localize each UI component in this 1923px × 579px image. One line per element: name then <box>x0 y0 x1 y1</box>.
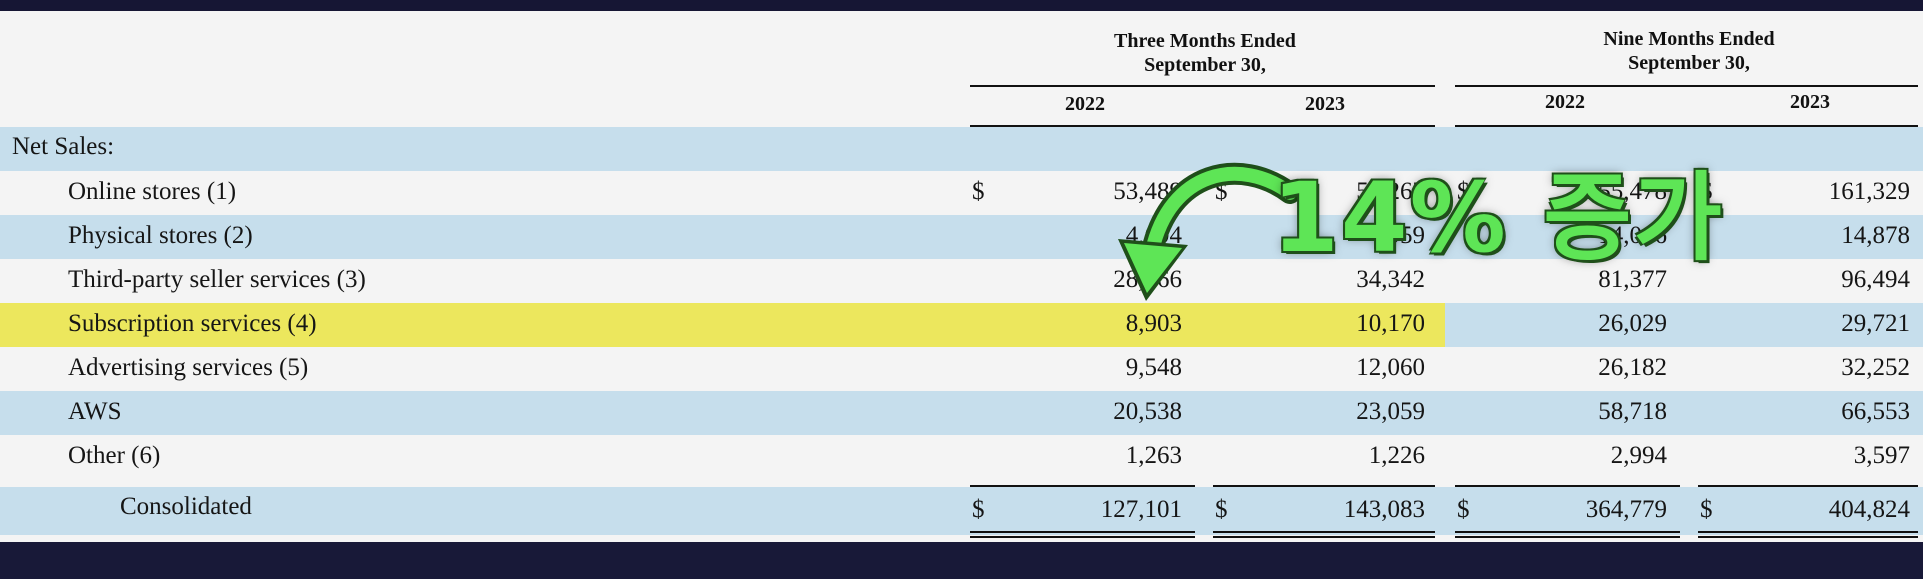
financial-table: Three Months Ended September 30, Nine Mo… <box>0 11 1923 542</box>
row-label: Physical stores (2) <box>68 222 253 249</box>
currency-symbol: $ <box>1457 496 1470 523</box>
total-double-rule <box>1698 531 1918 533</box>
cell-value: 57,267 <box>1356 178 1425 205</box>
currency-symbol: $ <box>972 178 985 205</box>
row-label: AWS <box>68 398 122 425</box>
cell-value: 32,252 <box>1841 354 1910 381</box>
currency-symbol: $ <box>1700 496 1713 523</box>
table-row: AWS 20,538 23,059 58,718 66,553 <box>0 391 1923 435</box>
subtotal-rule <box>1698 485 1918 487</box>
cell-value: 81,377 <box>1598 266 1667 293</box>
cell-value: 14,878 <box>1841 222 1910 249</box>
currency-symbol: $ <box>1457 178 1470 205</box>
subtotal-rule <box>970 485 1195 487</box>
highlight-marker <box>0 303 1445 347</box>
growth-annotation: 14% 증가 <box>1272 162 1724 274</box>
header-three-months-line2: September 30, <box>1144 54 1266 76</box>
cell-value: 58,718 <box>1598 398 1667 425</box>
cell-value: 1,263 <box>1125 442 1182 469</box>
table-row-total: Consolidated $ 127,101 $ 143,083 $ 364,7… <box>0 487 1923 535</box>
year-col-4: 2023 <box>1790 91 1830 113</box>
cell-value: 34,342 <box>1356 266 1425 293</box>
row-label: Other (6) <box>68 442 161 469</box>
currency-symbol: $ <box>1215 496 1228 523</box>
cell-value: 9,548 <box>1125 354 1182 381</box>
cell-value: 23,059 <box>1356 398 1425 425</box>
header-nine-months-line2: September 30, <box>1628 52 1750 74</box>
year-col-1: 2022 <box>1065 93 1105 115</box>
cell-value: 404,824 <box>1828 496 1910 523</box>
subtotal-rule <box>1455 485 1680 487</box>
cell-value: 14,066 <box>1598 222 1667 249</box>
table-row: Other (6) 1,263 1,226 2,994 3,597 <box>0 435 1923 479</box>
row-label: Subscription services (4) <box>68 310 317 337</box>
currency-symbol: $ <box>1700 178 1713 205</box>
year-col-3: 2022 <box>1545 91 1585 113</box>
cell-value: 96,494 <box>1841 266 1910 293</box>
header-nine-months-line1: Nine Months Ended <box>1603 28 1775 50</box>
table-row: Physical stores (2) 4,694 4,959 14,066 1… <box>0 215 1923 259</box>
row-label: Third-party seller services (3) <box>68 266 366 293</box>
table-row-highlighted: Subscription services (4) 8,903 10,170 2… <box>0 303 1923 347</box>
total-double-rule <box>1455 531 1680 533</box>
total-double-rule <box>970 531 1195 533</box>
curved-arrow-icon <box>1118 162 1300 301</box>
section-label: Net Sales: <box>12 133 115 160</box>
header-rule-nine-months <box>1455 85 1918 87</box>
cell-value: 12,060 <box>1356 354 1425 381</box>
header-rule-three-months <box>970 85 1435 87</box>
year-rule-three-months <box>970 125 1435 127</box>
cell-value: 29,721 <box>1841 310 1910 337</box>
cell-value: 1,226 <box>1368 442 1425 469</box>
header-three-months-line1: Three Months Ended <box>1114 30 1296 52</box>
row-label: Consolidated <box>120 493 252 520</box>
total-double-rule <box>1698 536 1918 538</box>
subtotal-rule <box>1213 485 1435 487</box>
cell-value: 127,101 <box>1100 496 1182 523</box>
section-row-net-sales: Net Sales: <box>0 127 1923 171</box>
header-three-months: Three Months Ended September 30, <box>970 29 1440 77</box>
table-row: Advertising services (5) 9,548 12,060 26… <box>0 347 1923 391</box>
cell-value: 3,597 <box>1853 442 1910 469</box>
cell-value: 364,779 <box>1585 496 1667 523</box>
total-double-rule <box>1455 536 1680 538</box>
total-double-rule <box>970 536 1195 538</box>
row-label: Online stores (1) <box>68 178 237 205</box>
cell-value: 26,182 <box>1598 354 1667 381</box>
cell-value: 2,994 <box>1610 442 1667 469</box>
cell-value: 10,170 <box>1356 310 1425 337</box>
cell-value: 161,329 <box>1828 178 1910 205</box>
cell-value: 143,083 <box>1343 496 1425 523</box>
total-double-rule <box>1213 536 1435 538</box>
cell-value: 4,959 <box>1368 222 1425 249</box>
cell-value: 66,553 <box>1841 398 1910 425</box>
row-label: Advertising services (5) <box>68 354 309 381</box>
year-col-2: 2023 <box>1305 93 1345 115</box>
currency-symbol: $ <box>972 496 985 523</box>
cell-value: 26,029 <box>1598 310 1667 337</box>
bottom-bar <box>0 542 1923 579</box>
total-double-rule <box>1213 531 1435 533</box>
cell-value: 20,538 <box>1113 398 1182 425</box>
header-nine-months: Nine Months Ended September 30, <box>1455 27 1923 75</box>
cell-value: 155,478 <box>1585 178 1667 205</box>
cell-value: 8,903 <box>1125 310 1182 337</box>
year-rule-nine-months <box>1455 125 1918 127</box>
